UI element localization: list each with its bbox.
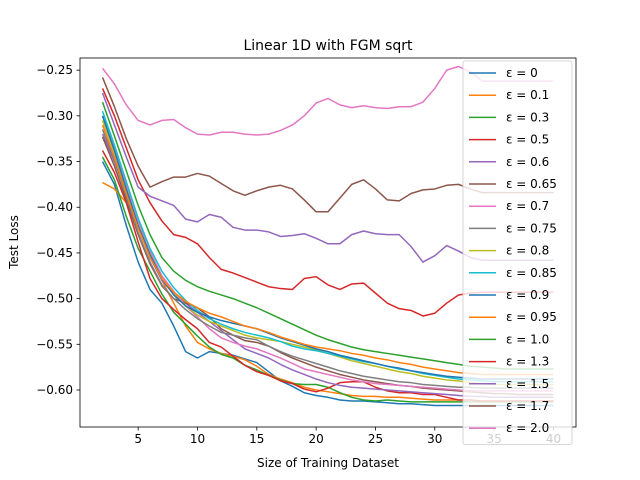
chart-title: Linear 1D with FGM sqrt <box>243 38 413 54</box>
y-tick-label-5: −0.35 <box>36 155 73 169</box>
legend-label-15: ε = 1.7 <box>506 399 549 413</box>
x-tick-label-0: 5 <box>134 432 142 446</box>
y-tick-label-3: −0.45 <box>36 246 73 260</box>
legend-label-4: ε = 0.6 <box>506 155 549 169</box>
y-tick-label-6: −0.30 <box>36 109 73 123</box>
legend-label-6: ε = 0.7 <box>506 199 549 213</box>
legend-label-10: ε = 0.9 <box>506 288 549 302</box>
legend-box <box>462 60 573 445</box>
x-tick-label-2: 15 <box>249 432 264 446</box>
legend-label-8: ε = 0.8 <box>506 244 549 258</box>
x-axis-label: Size of Training Dataset <box>257 456 399 470</box>
y-tick-label-2: −0.50 <box>36 292 73 306</box>
y-axis-label: Test Loss <box>7 215 21 270</box>
y-axis: −0.60 −0.55 −0.50 −0.45 −0.40 −0.35 −0.30 −0.25 <box>36 63 80 397</box>
y-tick-label-7: −0.25 <box>36 63 73 77</box>
x-tick-label-3: 20 <box>308 432 323 446</box>
legend-label-1: ε = 0.1 <box>506 88 549 102</box>
x-tick-label-1: 10 <box>190 432 205 446</box>
legend-label-13: ε = 1.3 <box>506 355 549 369</box>
legend-label-11: ε = 0.95 <box>506 310 557 324</box>
legend-label-3: ε = 0.5 <box>506 133 549 147</box>
legend-label-16: ε = 2.0 <box>506 421 549 435</box>
y-tick-label-4: −0.40 <box>36 200 73 214</box>
legend-label-14: ε = 1.5 <box>506 377 549 391</box>
legend-label-5: ε = 0.65 <box>506 177 557 191</box>
y-tick-label-1: −0.55 <box>36 337 73 351</box>
legend-label-2: ε = 0.3 <box>506 110 549 124</box>
x-tick-label-4: 25 <box>368 432 383 446</box>
plot-frame <box>79 57 577 428</box>
x-tick-label-5: 30 <box>427 432 442 446</box>
legend-label-7: ε = 0.75 <box>506 221 557 235</box>
legend-label-0: ε = 0 <box>506 66 538 80</box>
y-tick-label-0: −0.60 <box>36 383 73 397</box>
legend-label-12: ε = 1.0 <box>506 332 549 346</box>
legend-label-9: ε = 0.85 <box>506 266 557 280</box>
legend: ε = 0 ε = 0.1 ε = 0.3 ε = 0.5 ε = 0.6 ε = 0.6… <box>462 60 573 445</box>
